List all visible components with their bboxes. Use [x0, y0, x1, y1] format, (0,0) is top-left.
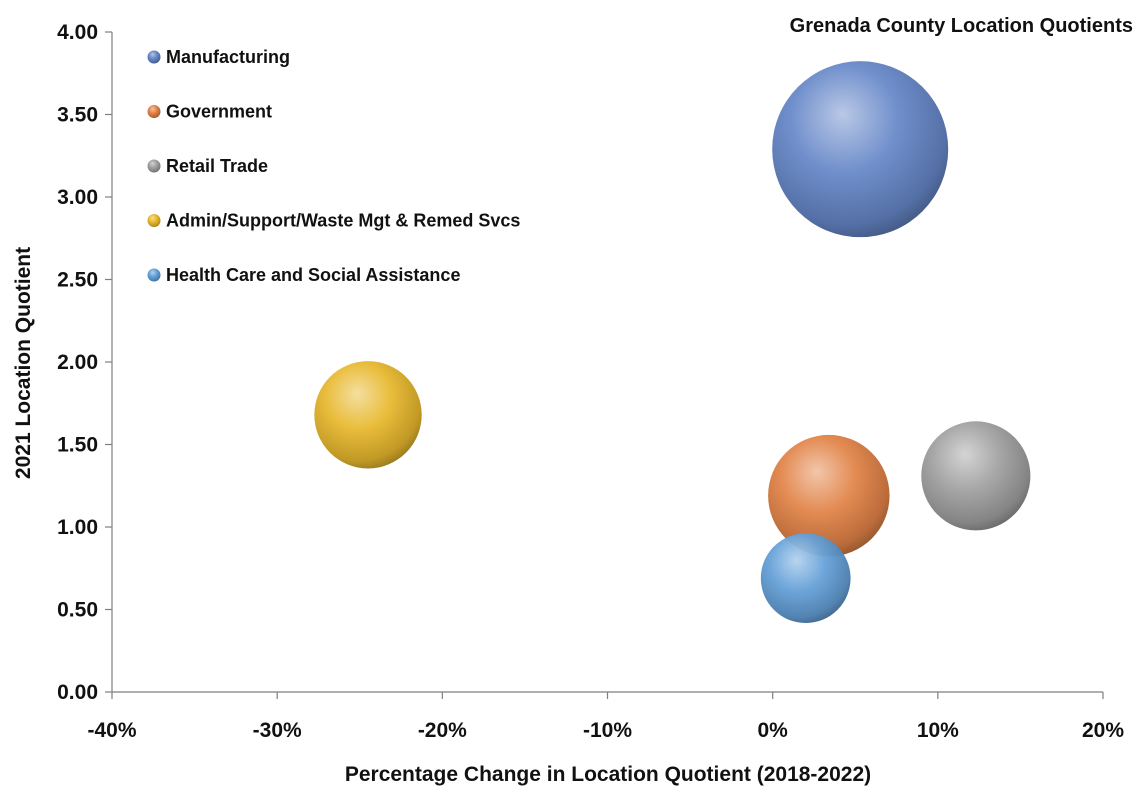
- x-tick-label: -40%: [87, 719, 136, 742]
- x-tick-label: -30%: [253, 719, 302, 742]
- legend-marker: [147, 214, 161, 227]
- y-axis-title: 2021 Location Quotient: [12, 247, 35, 479]
- bubble-government: [768, 434, 890, 557]
- legend-marker: [147, 105, 161, 118]
- x-tick-label: -20%: [418, 719, 467, 742]
- x-tick-label: 0%: [757, 719, 788, 742]
- axes: 0.00 0.50 1.00 1.50 2.00 2.50 3.00 3.50 4.00 -40%…: [57, 21, 1124, 742]
- chart-title: Grenada County Location Quotients: [790, 15, 1133, 37]
- x-tick-label: 10%: [917, 719, 959, 742]
- legend-label: Health Care and Social Assistance: [166, 265, 460, 285]
- y-tick-label: 4.00: [57, 21, 98, 44]
- x-tick-label: -10%: [583, 719, 632, 742]
- bubble-series: [314, 61, 1031, 624]
- bubble-manufacturing: [772, 61, 949, 238]
- y-tick-label: 1.50: [57, 434, 98, 457]
- y-tick-label: 2.50: [57, 269, 98, 292]
- y-tick-label: 0.00: [57, 681, 98, 704]
- y-tick-label: 3.00: [57, 186, 98, 209]
- y-tick-label: 2.00: [57, 351, 98, 374]
- legend-label: Manufacturing: [166, 47, 290, 67]
- legend-marker: [147, 159, 161, 173]
- legend-label: Admin/Support/Waste Mgt & Remed Svcs: [166, 211, 520, 231]
- legend-marker: [147, 50, 161, 64]
- y-tick-label: 0.50: [57, 599, 98, 622]
- bubble-health-care-and-social-assistance: [760, 533, 851, 624]
- bubble-retail-trade: [921, 421, 1031, 531]
- legend-marker: [147, 268, 161, 282]
- y-tick-label: 3.50: [57, 104, 98, 127]
- legend-label: Retail Trade: [166, 156, 268, 176]
- legend-label: Government: [166, 102, 272, 122]
- legend: Manufacturing Government Retail Trade Admin…: [147, 47, 520, 285]
- x-tick-label: 20%: [1082, 719, 1124, 742]
- bubble-admin-support-waste-mgt-remed-svcs: [314, 361, 422, 469]
- y-tick-label: 1.00: [57, 516, 98, 539]
- x-axis-title: Percentage Change in Location Quotient (…: [345, 763, 871, 786]
